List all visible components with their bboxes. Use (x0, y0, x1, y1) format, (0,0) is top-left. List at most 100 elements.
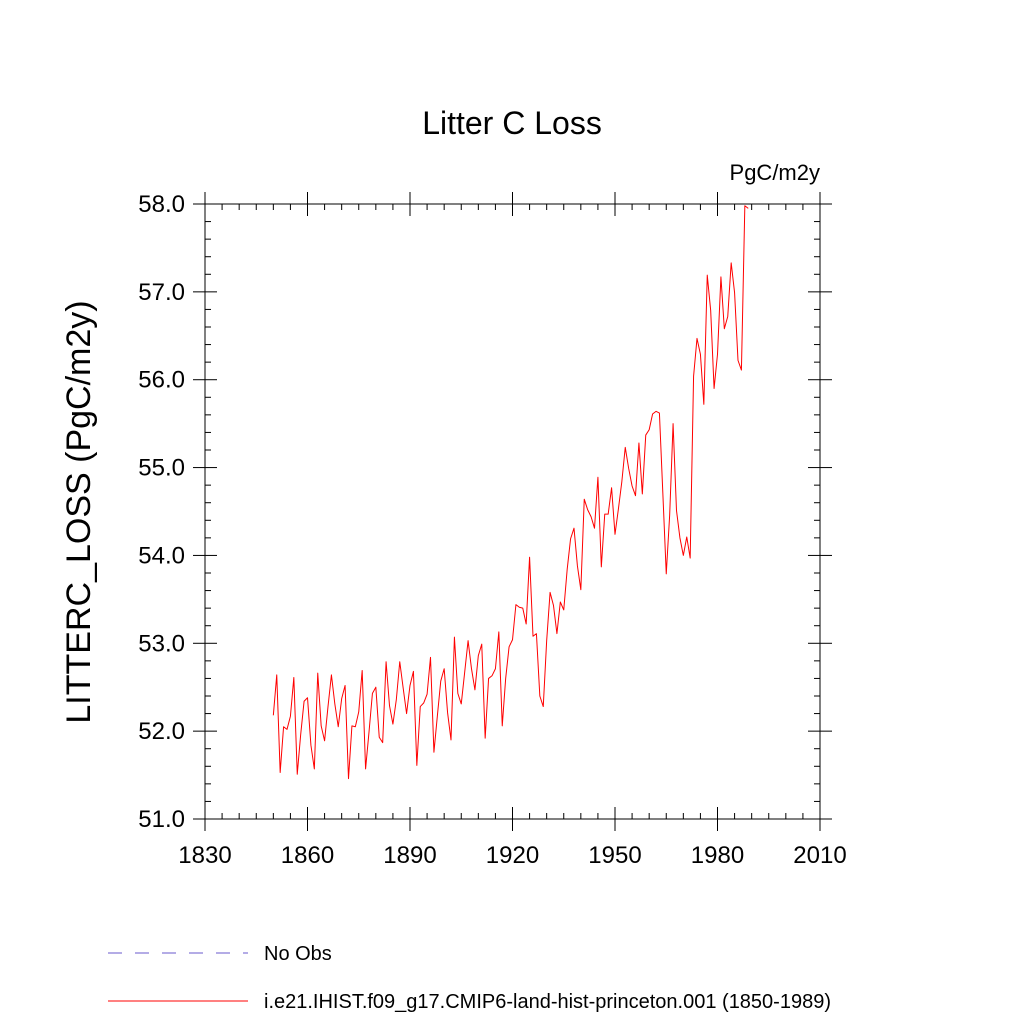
data-point (601, 566, 602, 567)
data-point (355, 726, 356, 727)
data-point (406, 713, 407, 714)
data-point (297, 774, 298, 775)
data-point (717, 354, 718, 355)
data-point (724, 328, 725, 329)
data-point (526, 623, 527, 624)
data-point (686, 536, 687, 537)
data-point (423, 702, 424, 703)
y-tick-label: 52.0 (138, 718, 185, 745)
data-point (307, 697, 308, 698)
x-tick-label: 2010 (793, 842, 846, 869)
data-point (744, 205, 745, 206)
data-point (426, 694, 427, 695)
data-point (385, 661, 386, 662)
data-point (539, 695, 540, 696)
data-point (628, 468, 629, 469)
data-point (631, 485, 632, 486)
data-point (669, 514, 670, 515)
data-point (471, 668, 472, 669)
data-point (403, 687, 404, 688)
data-point (327, 706, 328, 707)
data-point (587, 509, 588, 510)
y-tick-label: 57.0 (138, 279, 185, 306)
data-point (655, 411, 656, 412)
data-point (344, 685, 345, 686)
data-point (368, 731, 369, 732)
data-point (529, 557, 530, 558)
data-point (372, 693, 373, 694)
data-point (590, 516, 591, 517)
data-point (283, 726, 284, 727)
data-point (416, 765, 417, 766)
plot-area (272, 205, 749, 780)
data-point (413, 671, 414, 672)
data-point (556, 633, 557, 634)
x-tick-label: 1890 (383, 842, 436, 869)
data-point (649, 429, 650, 430)
data-point (690, 557, 691, 558)
data-point (450, 739, 451, 740)
data-point (625, 447, 626, 448)
data-point (300, 734, 301, 735)
data-point (481, 644, 482, 645)
data-point (652, 413, 653, 414)
data-point (608, 514, 609, 515)
data-point (478, 655, 479, 656)
data-point (577, 565, 578, 566)
data-point (273, 715, 274, 716)
data-point (488, 678, 489, 679)
y-tick-label: 55.0 (138, 455, 185, 482)
data-point (567, 569, 568, 570)
data-point (491, 675, 492, 676)
units-label: PgC/m2y (730, 160, 820, 185)
data-point (748, 208, 749, 209)
data-point (549, 592, 550, 593)
data-point (290, 716, 291, 717)
data-point (498, 631, 499, 632)
data-point (710, 310, 711, 311)
data-point (334, 703, 335, 704)
data-point (515, 604, 516, 605)
legend-label: i.e21.IHIST.f09_g17.CMIP6-land-hist-prin… (264, 991, 831, 1013)
data-point (437, 716, 438, 717)
data-point (713, 388, 714, 389)
data-point (584, 499, 585, 500)
data-point (348, 778, 349, 779)
data-point (433, 752, 434, 753)
data-point (621, 481, 622, 482)
data-point (461, 703, 462, 704)
x-tick-label: 1980 (691, 842, 744, 869)
data-point (512, 639, 513, 640)
data-point (310, 745, 311, 746)
data-point (440, 680, 441, 681)
data-point (666, 573, 667, 574)
plot-frame (204, 203, 821, 820)
data-point (614, 534, 615, 535)
data-point (303, 701, 304, 702)
data-point (485, 738, 486, 739)
data-point (645, 434, 646, 435)
data-point (741, 369, 742, 370)
data-point (737, 360, 738, 361)
data-point (379, 737, 380, 738)
data-point (314, 768, 315, 769)
data-point (532, 636, 533, 637)
data-point (734, 292, 735, 293)
y-tick-label: 56.0 (138, 367, 185, 394)
data-point (317, 673, 318, 674)
data-point (727, 316, 728, 317)
series-line (272, 205, 749, 780)
data-point (338, 726, 339, 727)
y-tick-label: 51.0 (138, 806, 185, 833)
data-point (672, 423, 673, 424)
data-point (358, 711, 359, 712)
data-point (700, 354, 701, 355)
data-point (365, 768, 366, 769)
data-point (519, 607, 520, 608)
data-point (597, 477, 598, 478)
data-point (389, 705, 390, 706)
data-point (662, 492, 663, 493)
data-point (362, 670, 363, 671)
data-point (495, 668, 496, 669)
